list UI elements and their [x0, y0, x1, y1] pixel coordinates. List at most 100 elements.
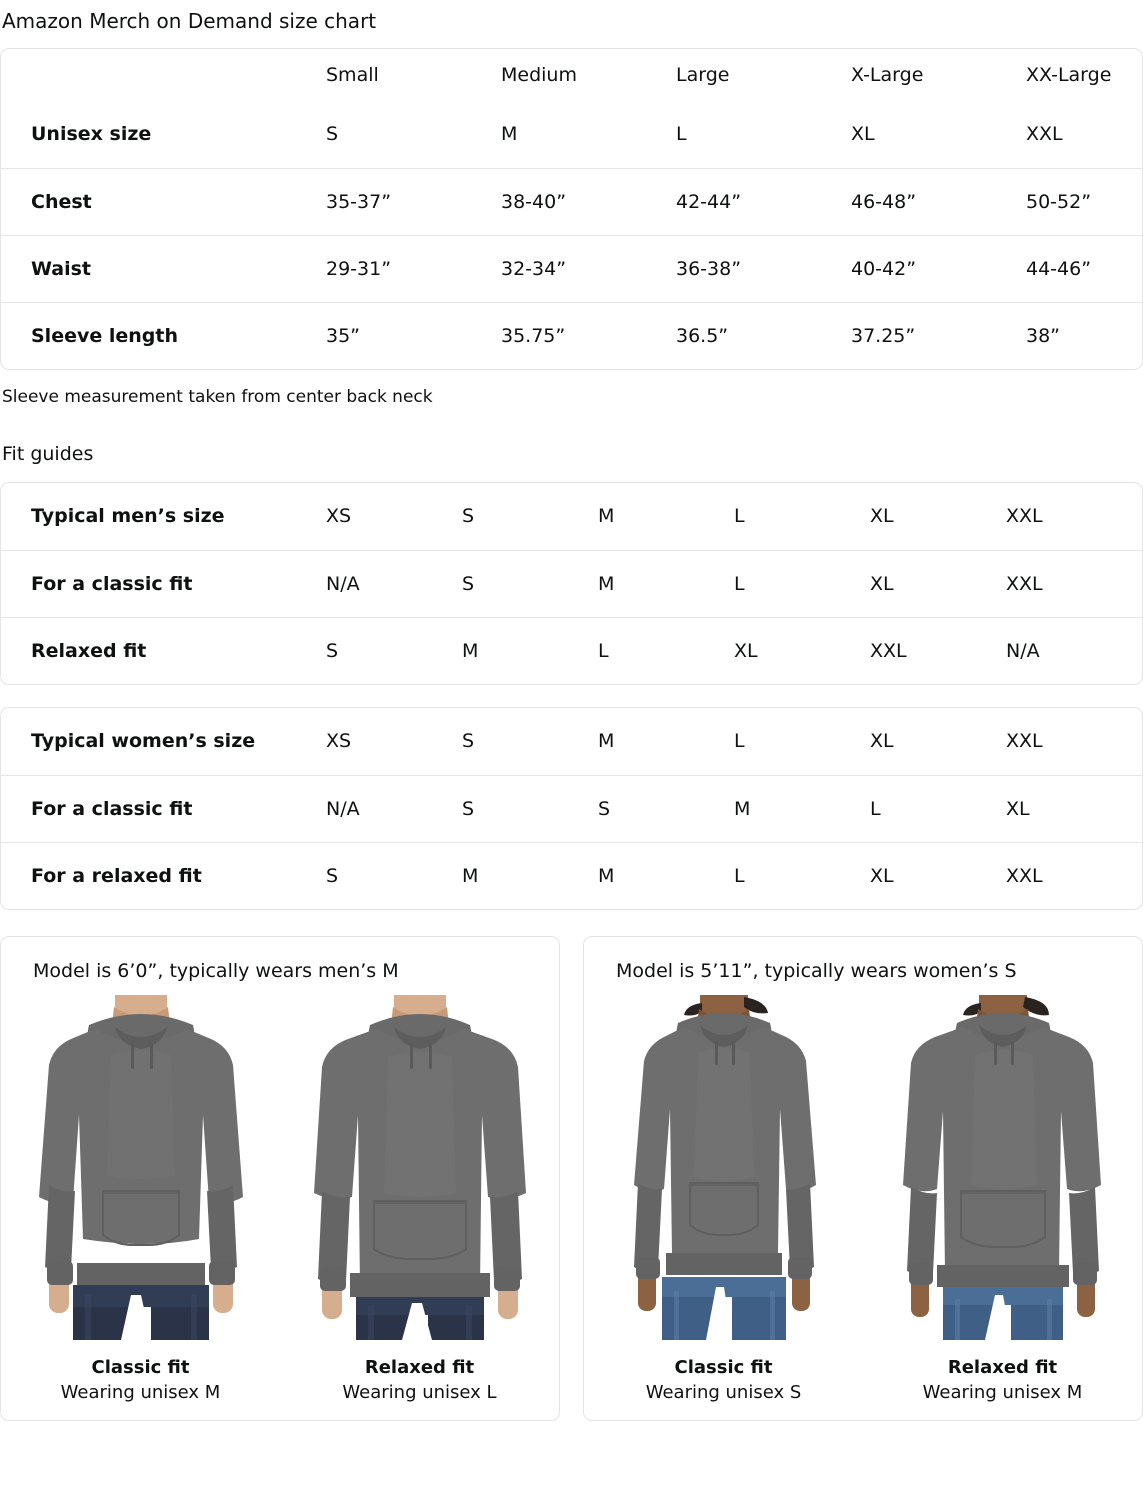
cell-value: L — [734, 730, 745, 753]
cell-value: XL — [870, 730, 894, 753]
mens-fit-table-body: Typical men’s size XS S M L XL XXL For a… — [1, 483, 1142, 684]
fit-label: Classic fit — [91, 1357, 190, 1378]
cell-value: M — [598, 505, 615, 528]
cell-value: XL — [870, 572, 894, 595]
table-gap-spacer — [0, 685, 1143, 707]
cell-value: S — [326, 123, 339, 146]
male-relaxed-hoodie-illustration — [313, 995, 526, 1340]
mens-fit-table-card: Typical men’s size XS S M L XL XXL For a… — [0, 482, 1143, 685]
cell-value: XXL — [1026, 123, 1063, 146]
cell-value: N/A — [326, 797, 360, 820]
table-row: Chest 35-37” 38-40” 42-44” 46-48” 50-52” — [1, 168, 1142, 235]
fit-guides-heading: Fit guides — [2, 443, 94, 465]
cell-value: 46-48” — [851, 190, 917, 213]
mens-model-card: Model is 6’0”, typically wears men’s M — [0, 936, 560, 1421]
table-row: Sleeve length 35” 35.75” 36.5” 37.25” 38… — [1, 302, 1142, 369]
mens-classic-fit-figure: Classic fit Wearing unisex M — [1, 995, 280, 1406]
cell-value: S — [326, 639, 339, 662]
cell-value: XS — [326, 730, 352, 753]
male-classic-hoodie-illustration — [38, 995, 243, 1340]
wearing-label: Wearing unisex M — [60, 1382, 221, 1403]
row-label: For a classic fit — [31, 572, 193, 595]
sleeve-note: Sleeve measurement taken from center bac… — [2, 387, 433, 407]
row-label: Sleeve length — [31, 324, 178, 347]
cell-value: XXL — [1006, 864, 1043, 887]
cell-value: XS — [326, 505, 352, 528]
column-header-medium: Medium — [501, 64, 577, 86]
cell-value: XL — [870, 864, 894, 887]
cell-value: 35-37” — [326, 190, 392, 213]
table-row: Unisex size S M L XL XXL — [1, 101, 1142, 168]
womens-relaxed-fit-figure: Relaxed fit Wearing unisex M — [863, 995, 1142, 1406]
cell-value: L — [734, 864, 745, 887]
table-row: For a relaxed fit S M M L XL XXL — [1, 842, 1142, 909]
fit-label: Relaxed fit — [364, 1357, 475, 1378]
cell-value: L — [598, 639, 609, 662]
cell-value: L — [734, 505, 745, 528]
womens-classic-fit-figure: Classic fit Wearing unisex S — [584, 995, 863, 1406]
row-label: For a classic fit — [31, 797, 193, 820]
fit-label: Relaxed fit — [947, 1357, 1058, 1378]
size-table: Small Medium Large X-Large XX-Large Unis… — [1, 49, 1142, 369]
table-row: For a classic fit N/A S M L XL XXL — [1, 550, 1142, 617]
cell-value: 38” — [1026, 324, 1061, 347]
row-label: Waist — [31, 257, 92, 280]
womens-relaxed-fit-photo — [863, 995, 1142, 1340]
cell-value: M — [598, 572, 615, 595]
womens-fit-table-card: Typical women’s size XS S M L XL XXL For… — [0, 707, 1143, 910]
model-cards-row: Model is 6’0”, typically wears men’s M — [0, 936, 1143, 1421]
cell-value: XL — [870, 505, 894, 528]
mens-model-figures: Classic fit Wearing unisex M — [1, 995, 559, 1406]
cell-value: 36.5” — [676, 324, 729, 347]
mens-relaxed-fit-figure: Relaxed fit Wearing unisex L — [280, 995, 559, 1406]
cell-value: M — [598, 730, 615, 753]
models-gap-spacer — [0, 910, 1143, 936]
cell-value: 35.75” — [501, 324, 566, 347]
womens-model-heading: Model is 5’11”, typically wears women’s … — [616, 960, 1017, 982]
wearing-label: Wearing unisex S — [645, 1382, 802, 1403]
cell-value: S — [462, 572, 475, 595]
cell-value: N/A — [1006, 639, 1040, 662]
page-title: Amazon Merch on Demand size chart — [2, 9, 377, 33]
cell-value: 50-52” — [1026, 190, 1092, 213]
cell-value: 44-46” — [1026, 257, 1092, 280]
cell-value: 42-44” — [676, 190, 742, 213]
table-header-row: Small Medium Large X-Large XX-Large — [1, 49, 1142, 101]
cell-value: M — [462, 639, 479, 662]
cell-value: 37.25” — [851, 324, 916, 347]
size-table-head: Small Medium Large X-Large XX-Large — [1, 49, 1142, 101]
cell-value: XL — [851, 123, 875, 146]
mens-fit-table: Typical men’s size XS S M L XL XXL For a… — [1, 483, 1142, 684]
cell-value: 35” — [326, 324, 361, 347]
column-header-blank — [1, 49, 326, 101]
womens-fit-table: Typical women’s size XS S M L XL XXL For… — [1, 708, 1142, 909]
womens-model-card: Model is 5’11”, typically wears women’s … — [583, 936, 1143, 1421]
cell-value: L — [676, 123, 687, 146]
size-table-body: Unisex size S M L XL XXL Chest 35-37” 38… — [1, 101, 1142, 369]
cell-value: XXL — [1006, 505, 1043, 528]
cell-value: XXL — [1006, 730, 1043, 753]
table-row: For a classic fit N/A S S M L XL — [1, 775, 1142, 842]
cell-value: M — [598, 864, 615, 887]
column-header-xxlarge: XX-Large — [1026, 64, 1112, 86]
table-row: Typical men’s size XS S M L XL XXL — [1, 483, 1142, 550]
size-table-card: Small Medium Large X-Large XX-Large Unis… — [0, 48, 1143, 370]
fit-label: Classic fit — [674, 1357, 773, 1378]
row-label: Relaxed fit — [31, 639, 147, 662]
mens-classic-fit-photo — [1, 995, 280, 1340]
cell-value: 36-38” — [676, 257, 742, 280]
cell-value: M — [462, 864, 479, 887]
cell-value: 29-31” — [326, 257, 392, 280]
cell-value: XXL — [870, 639, 907, 662]
wearing-label: Wearing unisex L — [342, 1382, 497, 1403]
mens-model-heading: Model is 6’0”, typically wears men’s M — [33, 960, 399, 982]
column-header-small: Small — [326, 64, 379, 86]
cell-value: XL — [734, 639, 758, 662]
size-chart-page: Amazon Merch on Demand size chart Small … — [0, 9, 1143, 1421]
cell-value: M — [501, 123, 518, 146]
womens-fit-table-body: Typical women’s size XS S M L XL XXL For… — [1, 708, 1142, 909]
female-classic-hoodie-illustration — [633, 995, 816, 1340]
row-label: Chest — [31, 190, 92, 213]
cell-value: 40-42” — [851, 257, 917, 280]
mens-relaxed-fit-photo — [280, 995, 559, 1340]
